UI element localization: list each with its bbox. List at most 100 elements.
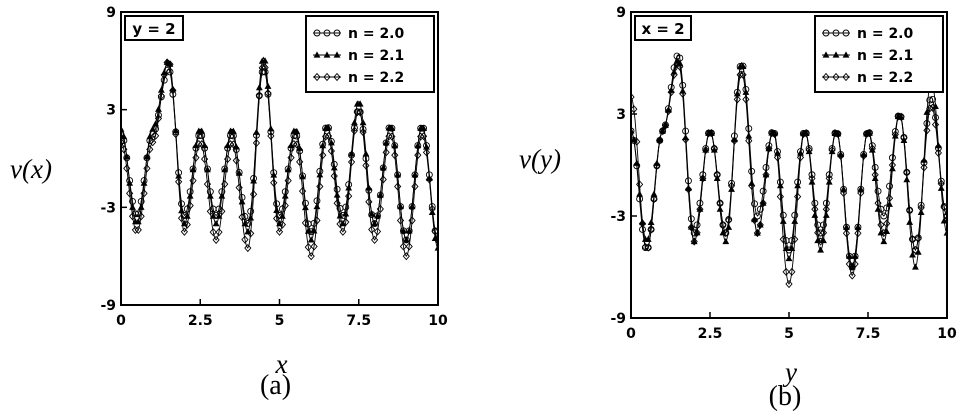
data-point [765, 144, 773, 153]
data-point [290, 139, 298, 149]
data-point [330, 171, 338, 181]
x-tick-label: 7.5 [856, 326, 881, 342]
series-line [631, 62, 947, 286]
data-point [707, 128, 716, 138]
data-point [178, 207, 185, 214]
data-point [186, 201, 194, 210]
data-point [880, 228, 888, 238]
data-point [811, 211, 819, 218]
data-point [722, 228, 730, 238]
data-point [745, 136, 753, 145]
data-point [299, 173, 306, 180]
data-point [814, 228, 822, 237]
data-point [365, 184, 373, 191]
data-point [402, 236, 410, 243]
x-tick-label: 2.5 [698, 326, 723, 342]
data-point [667, 88, 675, 97]
data-point [687, 223, 695, 232]
data-point [189, 176, 197, 185]
data-point [857, 188, 865, 198]
data-point [385, 132, 393, 141]
data-point [419, 132, 428, 141]
data-point [177, 214, 186, 223]
data-point [906, 206, 914, 215]
data-point [313, 29, 321, 37]
data-point [350, 126, 359, 135]
data-point [149, 125, 157, 132]
data-point [428, 204, 436, 214]
data-point [273, 206, 281, 214]
data-point [362, 161, 370, 170]
data-point [323, 51, 331, 58]
data-point [157, 91, 165, 100]
data-point [631, 92, 635, 102]
data-point [710, 144, 718, 153]
data-point [773, 153, 782, 162]
data-point [940, 217, 947, 224]
data-point [319, 151, 327, 160]
data-point [851, 252, 859, 259]
data-point [914, 248, 922, 255]
data-point [653, 161, 661, 170]
data-point [209, 212, 217, 219]
data-point [247, 214, 255, 221]
data-point [874, 205, 882, 212]
data-point [252, 138, 261, 148]
y-tick-label: 3 [616, 107, 626, 123]
data-point [229, 127, 237, 134]
data-point [261, 63, 269, 72]
data-point [336, 219, 344, 229]
tag-box [634, 15, 692, 41]
data-point [322, 132, 330, 141]
data-point [900, 133, 908, 142]
data-point [287, 153, 295, 162]
data-point [756, 205, 764, 213]
data-point [379, 175, 387, 184]
legend-label: n = 2.0 [857, 26, 914, 42]
data-point [425, 175, 433, 184]
data-point [313, 51, 321, 58]
data-point [868, 144, 876, 153]
data-point [175, 177, 183, 186]
data-point [333, 29, 341, 37]
data-point [388, 132, 396, 141]
data-point [336, 212, 344, 219]
series-circle [121, 66, 438, 244]
data-point [854, 223, 862, 230]
data-point [140, 189, 148, 198]
data-point [704, 129, 713, 138]
data-point [713, 170, 721, 179]
data-point [209, 228, 217, 237]
legend-item: n = 2.0 [822, 26, 914, 42]
y-tick-label: 3 [106, 103, 116, 119]
data-point [313, 202, 321, 210]
plot-area [631, 52, 947, 289]
data-point [647, 218, 655, 226]
tag-label: x = 2 [641, 20, 684, 38]
data-point [353, 108, 361, 117]
data-point [411, 171, 419, 178]
y-axis-label: v(x) [10, 154, 52, 184]
data-point [253, 128, 260, 135]
data-point [776, 192, 784, 201]
data-point [316, 171, 324, 178]
data-point [333, 191, 341, 198]
data-point [307, 252, 315, 261]
data-point [785, 279, 793, 289]
data-point [822, 29, 830, 37]
data-point [943, 211, 947, 221]
data-point [339, 227, 347, 236]
data-point [822, 205, 830, 214]
data-point [725, 216, 733, 225]
data-point [301, 218, 310, 227]
data-point [323, 29, 331, 37]
panel-label: (b) [769, 381, 802, 412]
data-point [684, 185, 693, 194]
data-point [273, 214, 281, 223]
data-point [345, 191, 353, 201]
data-point [258, 63, 266, 72]
data-point [926, 104, 934, 113]
data-point [224, 154, 232, 164]
data-point [362, 150, 370, 157]
data-point [796, 153, 805, 162]
